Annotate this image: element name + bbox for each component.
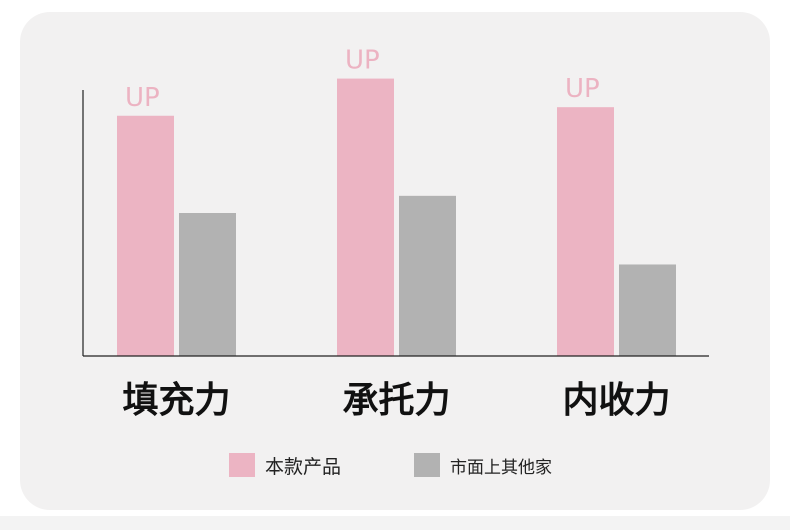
up-annotation-2: UP [345, 46, 380, 76]
bar-product-2 [337, 78, 394, 356]
bar-others-1 [179, 213, 236, 356]
bar-others-2 [399, 195, 456, 356]
legend-item-others: 市面上其他家 [414, 452, 552, 478]
legend-swatch-others [414, 453, 440, 477]
up-annotation-1: UP [125, 83, 160, 113]
legend-item-product: 本款产品 [229, 452, 341, 478]
category-label-1: 填充力 [122, 380, 230, 421]
up-annotation-3: UP [565, 74, 600, 104]
category-labels: 填充力 承托力 内收力 [122, 380, 670, 421]
bottom-strip [0, 516, 790, 530]
legend-label-others: 市面上其他家 [450, 457, 552, 478]
legend-swatch-product [229, 453, 255, 477]
bar-product-1 [117, 115, 174, 356]
bar-others-3 [619, 264, 676, 356]
legend-label-product: 本款产品 [265, 455, 342, 478]
annotations-group: UP UP UP [125, 46, 600, 113]
bar-product-3 [557, 107, 614, 357]
bars-group [117, 78, 676, 357]
category-label-3: 内收力 [562, 380, 670, 421]
category-label-2: 承托力 [342, 380, 450, 421]
